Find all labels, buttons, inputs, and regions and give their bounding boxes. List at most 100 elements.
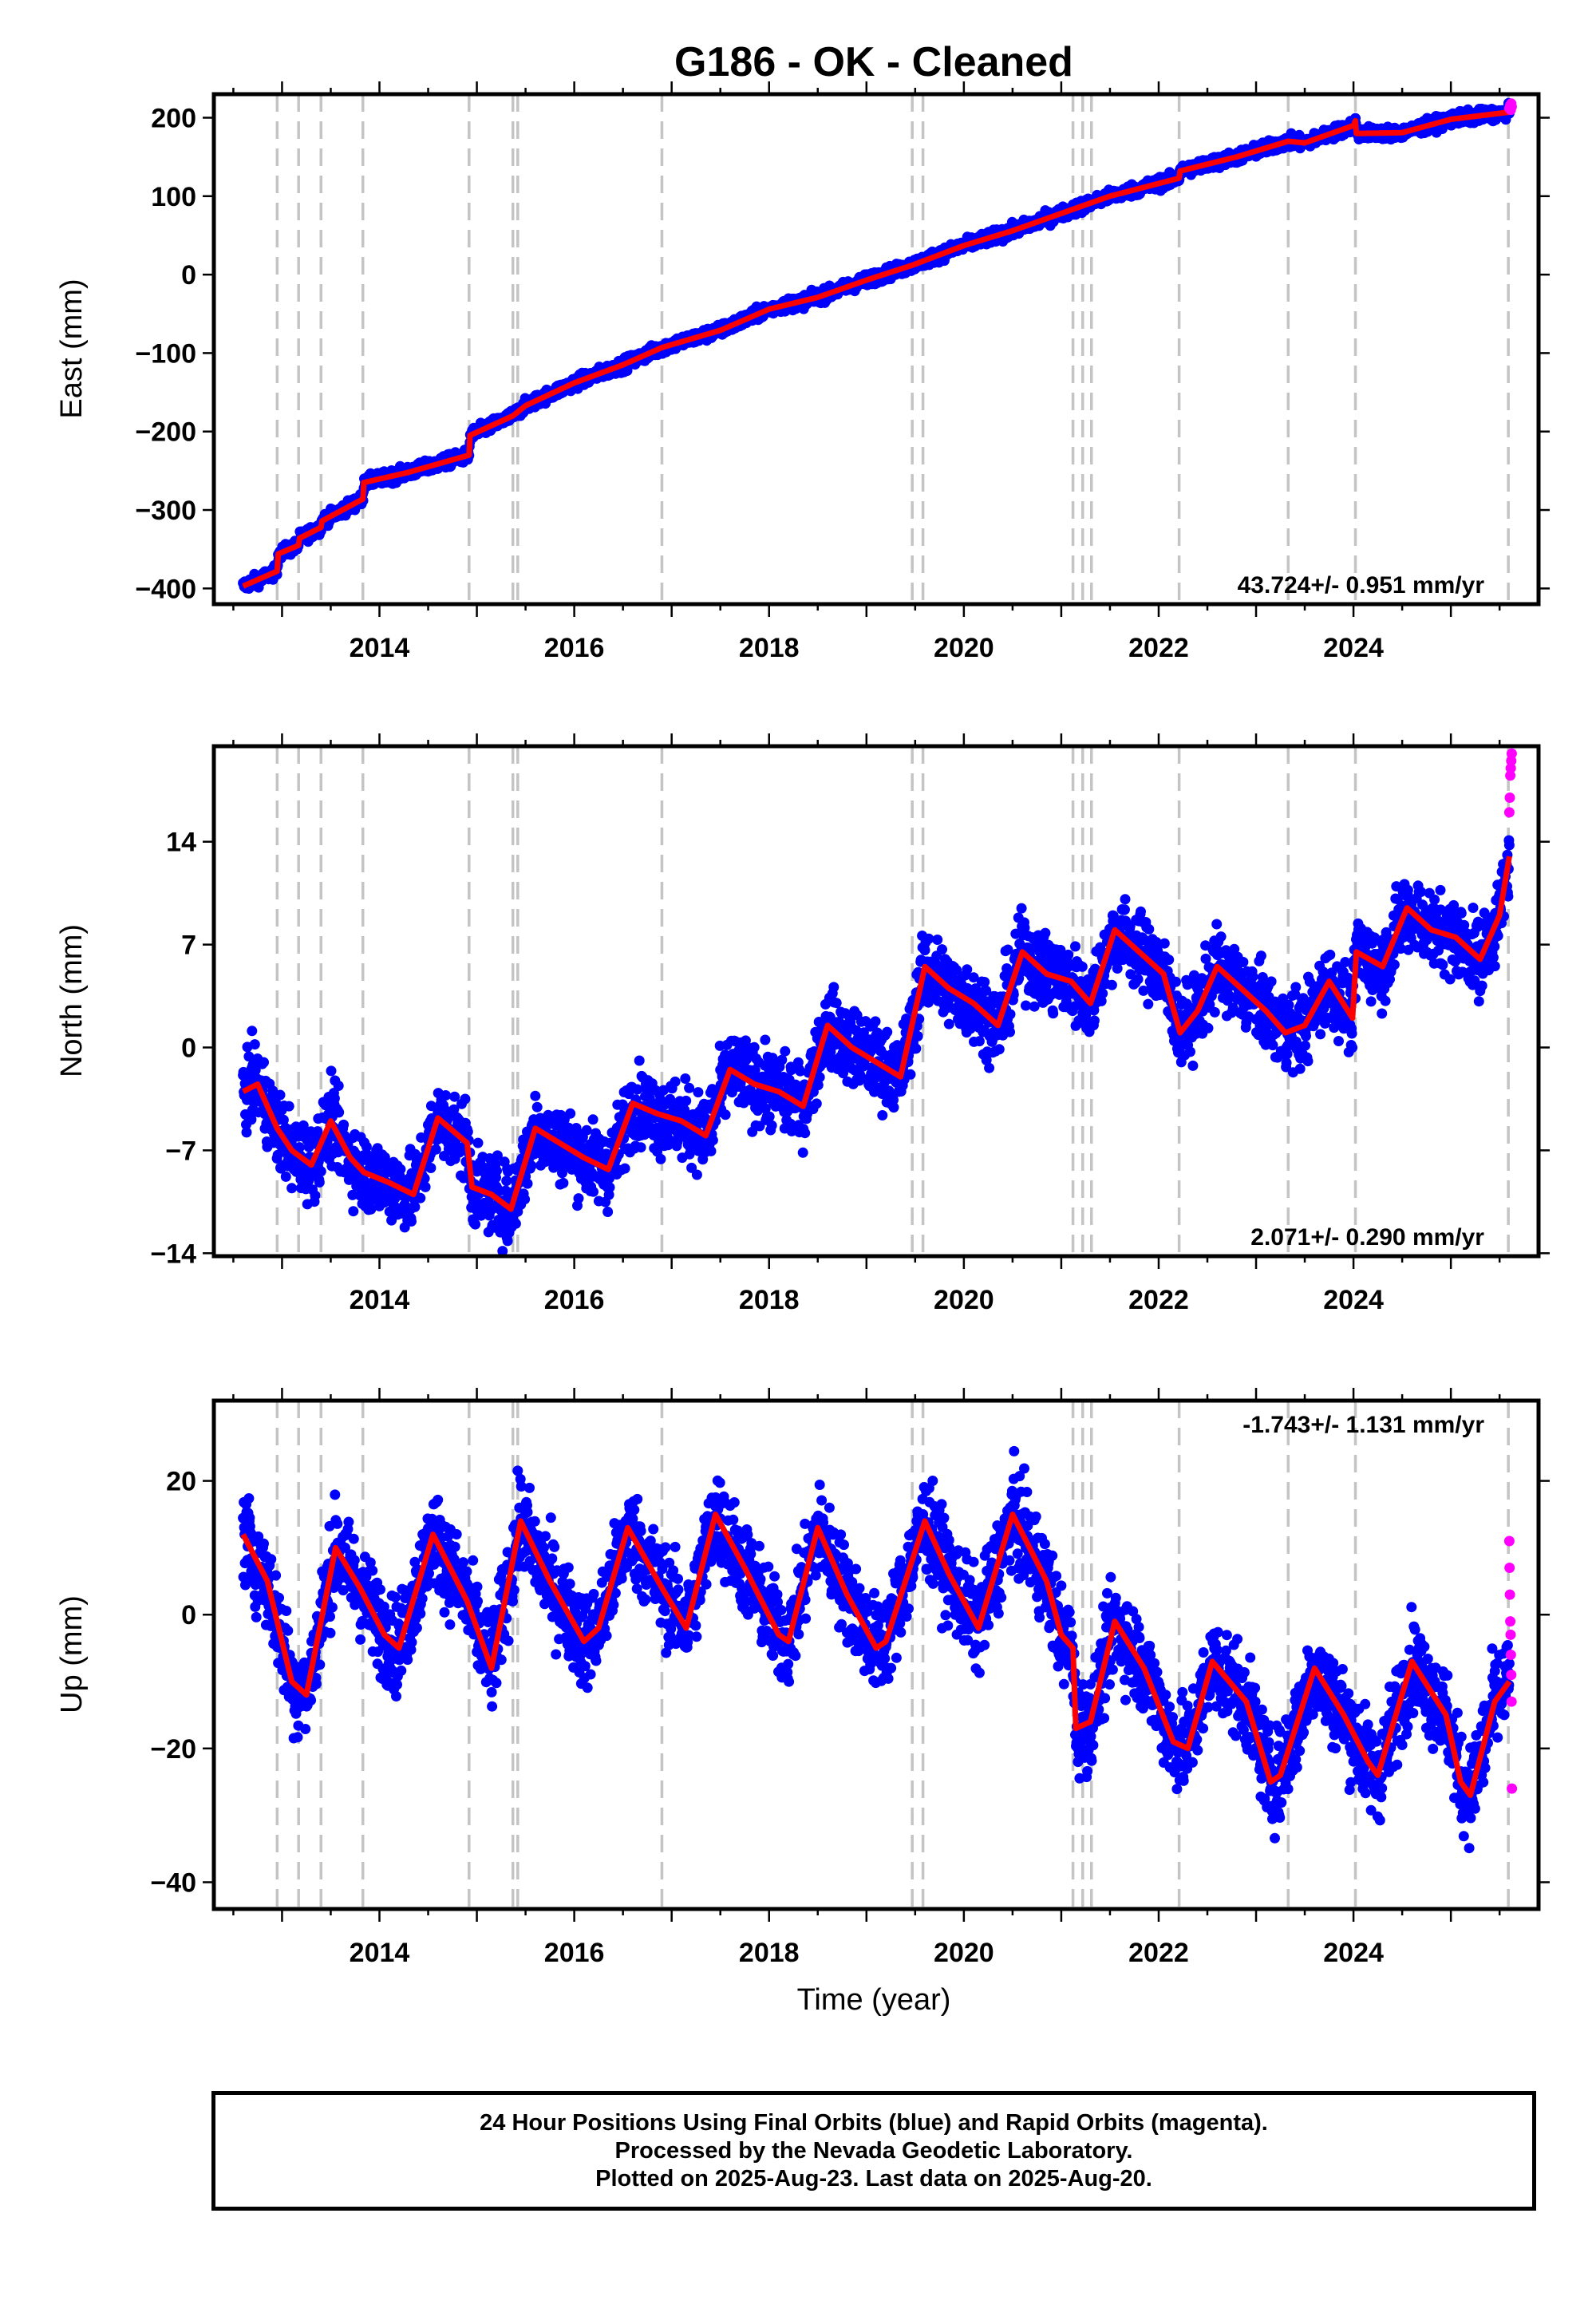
final-orbit-point	[278, 1114, 289, 1125]
x-tick-label: 2020	[934, 633, 994, 663]
final-orbit-point	[760, 1103, 771, 1114]
final-orbit-point	[565, 1108, 576, 1119]
final-orbit-point	[310, 1190, 321, 1201]
final-orbit-point	[749, 1065, 760, 1076]
final-orbit-point	[448, 1104, 460, 1115]
y-axis-label: East (mm)	[55, 279, 89, 418]
final-orbit-point	[241, 1127, 252, 1138]
final-orbit-point	[531, 1101, 543, 1113]
y-tick-label: −300	[135, 496, 196, 526]
final-orbit-point	[460, 1093, 471, 1105]
final-orbit-point	[602, 1207, 614, 1217]
final-orbit-point	[275, 1089, 286, 1101]
final-orbit-point	[800, 1128, 811, 1139]
final-orbit-point	[530, 1090, 541, 1101]
final-orbit-point	[707, 1135, 718, 1146]
model-fit-line	[242, 106, 1514, 589]
final-orbit-point	[655, 1153, 666, 1164]
final-orbit-point	[634, 1055, 645, 1066]
final-orbit-point	[492, 1165, 502, 1176]
final-orbit-point	[812, 1080, 824, 1091]
x-tick-label: 2022	[1128, 633, 1189, 663]
final-orbit-point	[693, 1087, 704, 1098]
final-orbit-point	[272, 1149, 283, 1160]
final-orbit-point	[519, 1194, 531, 1205]
final-orbit-point	[347, 1189, 358, 1200]
y-tick-label: 100	[151, 182, 196, 212]
y-tick-label: 0	[181, 260, 196, 290]
final-orbit-point	[420, 1181, 431, 1192]
final-orbit-point	[497, 1246, 508, 1256]
final-orbit-point	[492, 1150, 503, 1161]
final-orbit-point	[764, 1111, 775, 1122]
final-orbit-point	[705, 1145, 717, 1156]
panel-frame	[211, 92, 1541, 607]
final-orbit-point	[395, 1164, 406, 1175]
final-orbit-point	[814, 1072, 825, 1083]
chart-title: G186 - OK - Cleaned	[674, 39, 1073, 85]
rapid-orbit-point	[1506, 101, 1517, 113]
final-orbit-point	[365, 1203, 377, 1215]
y-tick-label: 200	[151, 103, 196, 133]
final-orbit-point	[680, 1073, 691, 1084]
final-orbit-point	[766, 1120, 777, 1131]
final-orbit-point	[462, 1126, 473, 1137]
rapid-orbit-points	[1503, 98, 1517, 116]
final-orbit-point	[406, 1215, 417, 1227]
final-orbit-point	[684, 1082, 695, 1093]
final-orbit-point	[361, 1149, 373, 1160]
final-orbit-point	[831, 998, 842, 1009]
final-orbit-point	[312, 1126, 323, 1137]
final-orbit-point	[415, 1192, 426, 1203]
final-orbit-point	[294, 1142, 305, 1153]
final-orbit-point	[348, 1206, 359, 1217]
final-orbit-point	[780, 1045, 791, 1057]
final-orbit-point	[828, 982, 839, 993]
final-orbit-point	[635, 1142, 646, 1153]
final-orbit-point	[795, 1065, 806, 1077]
final-orbit-point	[303, 1141, 314, 1152]
final-orbit-point	[691, 1169, 702, 1180]
final-orbit-point	[557, 1168, 567, 1179]
x-tick-label: 2024	[1323, 633, 1384, 663]
final-orbit-point	[502, 1235, 513, 1247]
final-orbit-point	[329, 1093, 340, 1104]
velocity-rate-label: 43.724+/- 0.951 mm/yr	[1238, 572, 1485, 599]
final-orbit-point	[470, 1219, 481, 1230]
final-orbit-point	[604, 1182, 615, 1193]
final-orbit-point	[797, 1147, 808, 1158]
y-tick-label: −400	[135, 574, 196, 604]
x-tick-label: 2014	[350, 633, 410, 663]
final-orbit-point	[249, 1039, 260, 1050]
final-orbit-points	[238, 97, 1515, 594]
final-orbit-point	[425, 1163, 437, 1173]
final-orbit-point	[749, 1041, 760, 1053]
final-orbit-point	[449, 1091, 460, 1102]
final-orbit-point	[811, 1098, 822, 1109]
final-orbit-point	[315, 1166, 326, 1177]
final-orbit-point	[440, 1090, 451, 1101]
final-orbit-point	[338, 1119, 350, 1130]
final-orbit-point	[361, 1141, 372, 1152]
final-orbit-point	[430, 1144, 441, 1155]
final-orbit-point	[558, 1177, 569, 1188]
final-orbit-point	[501, 1176, 512, 1187]
final-orbit-point	[250, 1065, 261, 1076]
final-orbit-point	[425, 1101, 437, 1112]
final-orbit-point	[581, 1124, 592, 1136]
final-orbit-point	[283, 1101, 294, 1112]
final-orbit-point	[720, 1109, 731, 1120]
final-orbit-point	[526, 1160, 537, 1172]
final-orbit-point	[619, 1163, 630, 1174]
final-orbit-point	[247, 1026, 258, 1037]
final-orbit-point	[838, 1068, 848, 1079]
final-orbit-point	[573, 1193, 584, 1204]
final-orbit-point	[670, 1076, 681, 1087]
final-orbit-point	[681, 1095, 692, 1106]
final-orbit-point	[246, 1114, 257, 1125]
final-orbit-point	[326, 1065, 337, 1077]
